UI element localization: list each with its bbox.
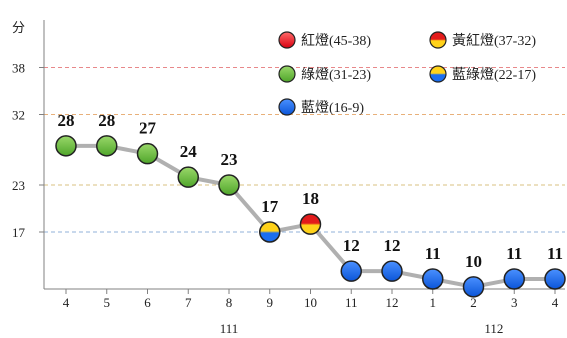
y-tick-label-23: 23 — [12, 178, 25, 193]
legend-label-green: 綠燈(31-23) — [301, 67, 371, 83]
y-axis-label: 分 — [12, 21, 25, 36]
data-point-blue — [503, 268, 525, 290]
x-tick-label: 12 — [386, 295, 399, 310]
data-label: 12 — [343, 236, 360, 255]
data-point-blue-green — [259, 221, 281, 243]
legend-marker-blue-green — [429, 65, 447, 83]
data-label: 11 — [547, 244, 563, 263]
data-point-blue — [381, 260, 403, 282]
legend: 紅燈(45-38) 黃紅燈(37-32) 綠燈(31-23) 藍綠燈(22-17) 藍燈… — [278, 31, 536, 116]
data-label: 11 — [506, 244, 522, 263]
data-label: 27 — [139, 119, 157, 138]
x-tick-label: 7 — [185, 295, 192, 310]
data-point-green — [96, 135, 118, 157]
data-label: 10 — [465, 252, 482, 271]
data-points — [55, 135, 566, 298]
legend-label-red: 紅燈(45-38) — [301, 33, 371, 49]
data-point-green — [177, 166, 199, 188]
legend-label-blue-green: 藍綠燈(22-17) — [452, 67, 536, 83]
x-tick-label: 11 — [345, 295, 358, 310]
x-tick-label: 6 — [144, 295, 151, 310]
x-tick-label: 5 — [104, 295, 111, 310]
x-tick-label: 10 — [304, 295, 317, 310]
x-tick-label: 1 — [430, 295, 437, 310]
data-point-blue — [544, 268, 566, 290]
y-tick-label-32: 32 — [12, 108, 25, 123]
legend-label-yellow-red: 黃紅燈(37-32) — [452, 33, 536, 49]
data-point-green — [55, 135, 77, 157]
legend-marker-green — [278, 65, 296, 83]
data-label: 11 — [425, 244, 441, 263]
data-point-yellow-red — [299, 213, 322, 235]
data-point-blue — [462, 276, 485, 298]
data-point-green — [218, 174, 240, 196]
data-label: 17 — [261, 197, 279, 216]
data-label: 18 — [302, 189, 319, 208]
data-point-green — [136, 142, 159, 165]
x-year-label-112: 112 — [484, 321, 503, 336]
legend-marker-yellow-red — [429, 31, 447, 49]
x-tick-label: 4 — [552, 295, 559, 310]
data-label: 28 — [98, 111, 115, 130]
data-label: 12 — [384, 236, 401, 255]
data-label: 28 — [58, 111, 75, 130]
x-tick-label: 4 — [63, 295, 70, 310]
legend-marker-blue — [278, 98, 296, 116]
x-tick-label: 9 — [267, 295, 274, 310]
data-label: 24 — [180, 142, 198, 161]
y-tick-label-17: 17 — [12, 225, 26, 240]
x-tick-label: 3 — [511, 295, 518, 310]
data-labels: 28 28 27 24 23 17 18 12 12 11 10 11 11 — [58, 111, 564, 271]
x-tick-label: 2 — [470, 295, 477, 310]
legend-marker-red — [278, 31, 296, 49]
x-tick-label: 8 — [226, 295, 233, 310]
x-year-label-111: 111 — [220, 321, 239, 336]
data-label: 23 — [221, 150, 238, 169]
data-point-blue — [340, 260, 362, 282]
data-point-blue — [422, 268, 444, 290]
legend-label-blue: 藍燈(16-9) — [301, 100, 364, 116]
y-tick-label-38: 38 — [12, 61, 25, 76]
